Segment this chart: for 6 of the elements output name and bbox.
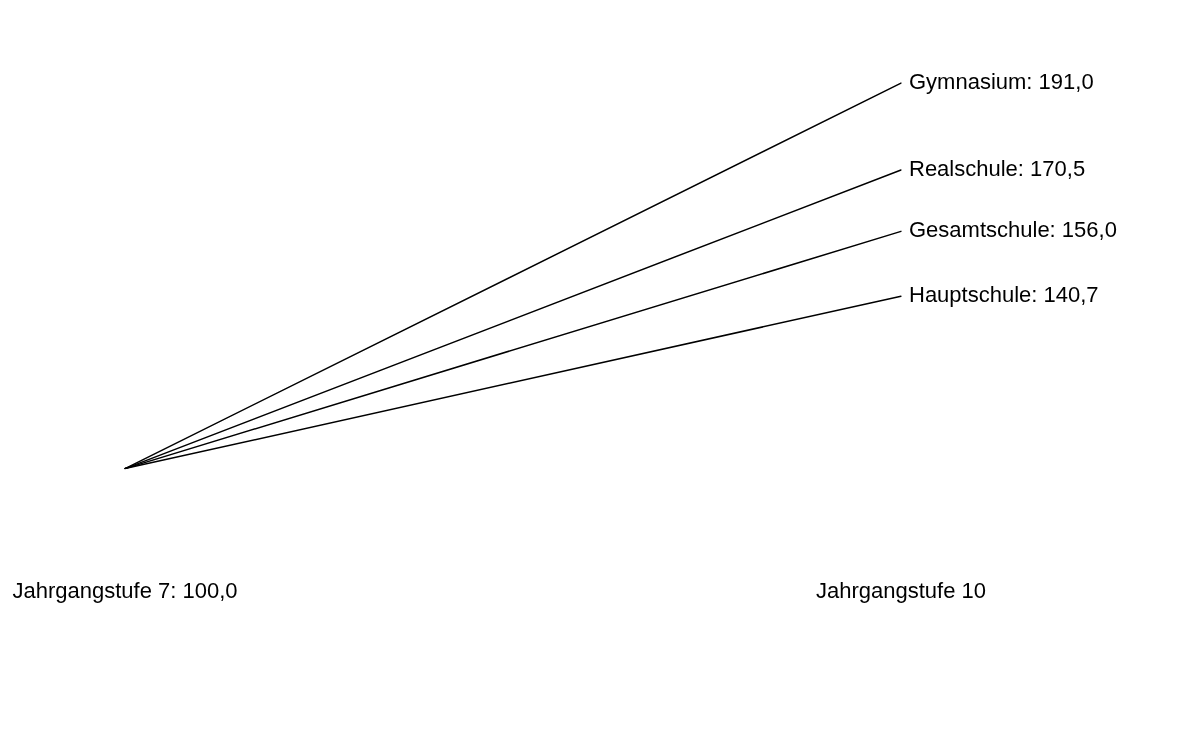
x-tick-label: Jahrgangstufe 7: 100,0 — [12, 577, 238, 603]
data-label: Hauptschule: 140,7 — [909, 282, 1099, 308]
data-label: Gymnasium: 191,0 — [909, 69, 1094, 95]
x-tick-label: Jahrgangstufe 10 — [815, 577, 987, 603]
data-label: Gesamtschule: 156,0 — [909, 217, 1117, 243]
data-label: Realschule: 170,5 — [909, 156, 1086, 182]
